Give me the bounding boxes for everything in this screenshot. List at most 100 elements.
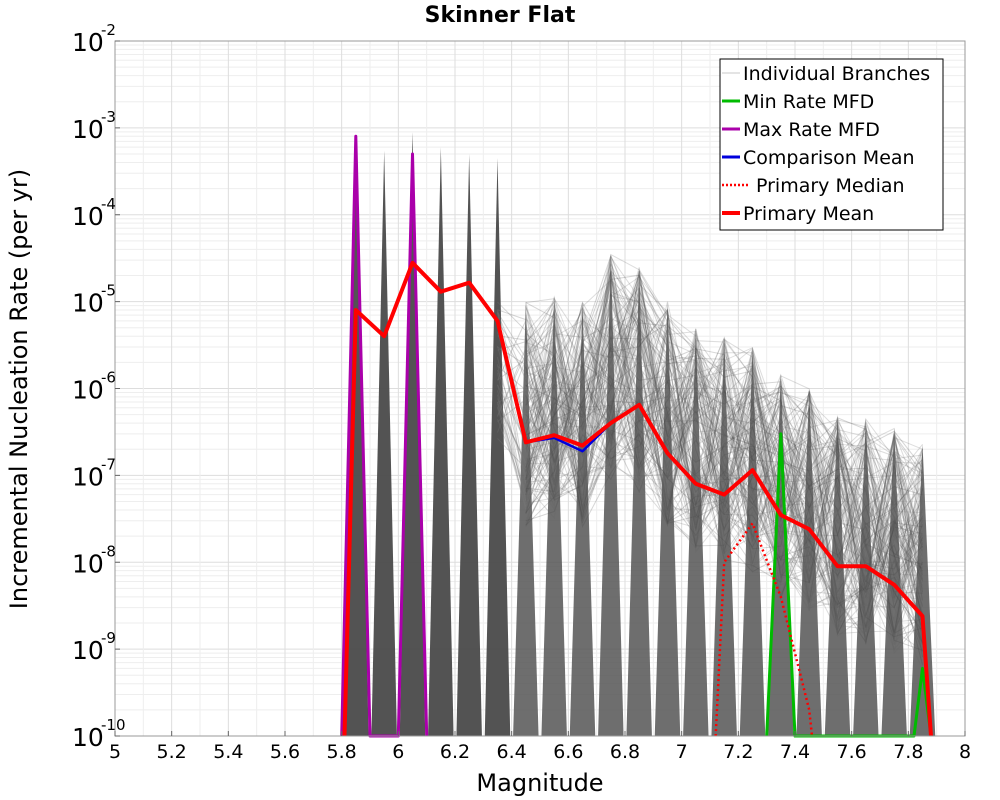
branch-line	[525, 274, 923, 634]
y-tick-label: 10	[72, 202, 104, 231]
x-tick-label: 5.4	[213, 741, 243, 763]
y-tick-exponent: -4	[101, 195, 116, 213]
branch-line	[525, 340, 923, 548]
branch-line	[525, 383, 923, 630]
branch-line	[525, 295, 923, 618]
branch-line	[525, 269, 923, 606]
branch-line	[497, 406, 527, 494]
branch-line	[497, 321, 527, 363]
branch-spike	[428, 147, 454, 736]
branch-line	[525, 295, 923, 642]
branch-line	[525, 300, 923, 569]
branch-line	[525, 302, 923, 608]
x-tick-label: 5.2	[157, 741, 187, 763]
branch-line	[525, 387, 923, 608]
branch-line	[525, 310, 923, 600]
branch-spike	[598, 254, 624, 737]
branch-line	[525, 324, 923, 646]
branch-line	[525, 316, 923, 552]
branch-spike	[683, 327, 709, 736]
legend-label: Primary Mean	[743, 203, 874, 225]
x-tick-label: 7	[676, 741, 688, 763]
branch-line	[525, 330, 923, 593]
branch-line	[525, 362, 923, 599]
branch-line	[525, 309, 923, 603]
branch-line	[525, 345, 923, 638]
x-tick-label: 7.6	[837, 741, 867, 763]
branch-line	[525, 283, 923, 653]
branch-line	[525, 344, 923, 651]
branch-line	[525, 279, 923, 569]
branch-line	[525, 306, 923, 544]
branch-line	[497, 419, 527, 494]
branch-line	[497, 403, 527, 464]
branch-line	[525, 363, 923, 623]
series-primary-mean	[342, 260, 933, 737]
branch-line	[525, 276, 923, 633]
branch-line	[497, 309, 526, 321]
legend-label: Max Rate MFD	[743, 119, 880, 141]
branch-line	[525, 307, 923, 603]
branch-line	[525, 364, 923, 640]
y-tick-label: 10	[72, 723, 104, 752]
branch-line	[525, 331, 923, 580]
branch-line	[525, 299, 923, 637]
y-tick-exponent: -10	[101, 716, 126, 734]
chart-title: Skinner Flat	[425, 3, 576, 28]
branch-line	[525, 344, 923, 531]
branch-line	[525, 377, 923, 622]
branch-line	[525, 298, 923, 636]
y-tick-label: 10	[72, 289, 104, 318]
branch-line	[525, 281, 923, 624]
branch-line	[497, 301, 527, 332]
branch-line	[525, 326, 923, 606]
branch-line	[525, 301, 923, 632]
series-primary-median	[714, 522, 814, 737]
y-tick-exponent: -9	[101, 629, 116, 647]
branch-line	[525, 307, 923, 628]
branch-spike	[626, 267, 652, 736]
x-tick-label: 6.4	[497, 741, 527, 763]
branch-line	[525, 277, 923, 588]
branch-line	[525, 344, 923, 637]
x-tick-label: 7.8	[893, 741, 923, 763]
branch-line	[525, 325, 923, 636]
branch-line	[525, 346, 923, 520]
branch-line	[525, 317, 923, 575]
branch-line	[525, 280, 923, 630]
branch-line	[497, 438, 527, 469]
branch-line	[525, 292, 923, 620]
x-tick-label: 5.8	[327, 741, 357, 763]
y-tick-exponent: -2	[101, 21, 116, 39]
legend-label: Individual Branches	[743, 63, 930, 85]
x-tick-label: 5	[109, 741, 121, 763]
branch-line	[525, 253, 923, 624]
branch-line	[525, 286, 923, 643]
branch-spike	[739, 347, 766, 736]
legend: Individual Branches Min Rate MFD Max Rate …	[719, 58, 944, 231]
branch-line	[497, 346, 527, 366]
branch-line	[525, 340, 923, 600]
branch-spike	[654, 301, 681, 736]
branch-line	[525, 343, 923, 615]
branch-line	[525, 270, 923, 636]
branch-spike	[513, 301, 539, 736]
branch-line	[525, 306, 923, 581]
branch-line	[525, 285, 923, 632]
branch-line	[497, 364, 527, 502]
branch-line	[525, 271, 923, 655]
y-tick-label: 10	[72, 636, 104, 665]
branch-line	[497, 312, 527, 381]
branch-line	[525, 337, 923, 606]
branch-line	[525, 305, 923, 608]
branch-line	[525, 253, 923, 582]
branch-line	[525, 318, 923, 637]
branch-line	[497, 372, 527, 507]
branch-line	[497, 398, 527, 422]
branch-line	[525, 338, 923, 603]
branch-line	[525, 273, 923, 651]
y-tick-exponent: -3	[101, 108, 116, 126]
branch-line	[525, 370, 923, 622]
branch-line	[525, 315, 923, 584]
branch-line	[525, 285, 923, 602]
